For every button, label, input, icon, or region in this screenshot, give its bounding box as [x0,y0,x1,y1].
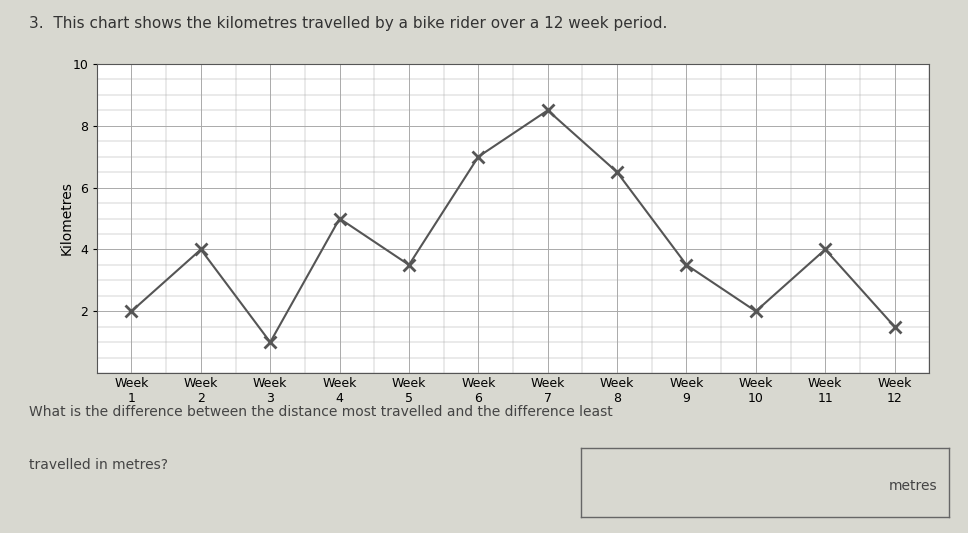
Text: 3.  This chart shows the kilometres travelled by a bike rider over a 12 week per: 3. This chart shows the kilometres trave… [29,16,667,31]
Text: What is the difference between the distance most travelled and the difference le: What is the difference between the dista… [29,405,613,419]
Text: metres: metres [889,479,938,493]
Y-axis label: Kilometres: Kilometres [60,182,74,255]
Text: travelled in metres?: travelled in metres? [29,458,168,472]
